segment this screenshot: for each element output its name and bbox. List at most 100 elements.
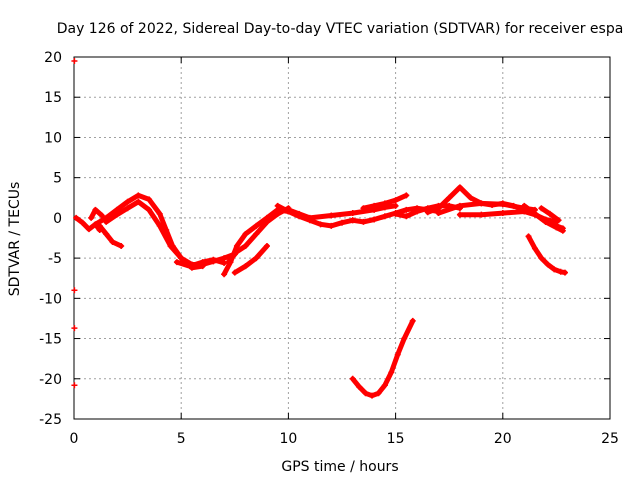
- data-point: [525, 233, 532, 240]
- data-point: [394, 351, 401, 358]
- y-tick-label: 0: [53, 211, 62, 227]
- data-point: [478, 200, 485, 207]
- data-point: [392, 202, 399, 209]
- data-point: [71, 58, 78, 65]
- data-point: [375, 390, 382, 397]
- x-tick-label: 25: [601, 431, 619, 447]
- data-point: [173, 259, 180, 266]
- series-arc-12: [360, 192, 410, 212]
- data-point: [92, 206, 99, 213]
- data-point: [435, 210, 442, 217]
- data-point: [253, 222, 260, 229]
- data-point: [403, 206, 410, 213]
- data-point: [263, 218, 270, 225]
- data-point: [392, 197, 399, 204]
- data-point: [424, 209, 431, 216]
- data-point: [544, 261, 551, 268]
- data-point: [559, 225, 566, 232]
- series-line: [526, 233, 568, 276]
- data-point: [542, 218, 549, 225]
- data-point: [369, 392, 376, 399]
- data-point: [388, 369, 395, 376]
- data-point: [414, 208, 421, 215]
- data-point: [456, 184, 463, 191]
- data-point: [135, 192, 142, 199]
- x-tick-label: 5: [177, 431, 186, 447]
- series-arc-19: [538, 205, 562, 224]
- data-point: [381, 200, 388, 207]
- data-point: [328, 212, 335, 219]
- data-point: [210, 256, 217, 263]
- series-arc-21: [349, 317, 416, 399]
- data-point: [156, 222, 163, 229]
- data-point: [233, 243, 240, 250]
- y-tick-labels: -25 -20 -15 -10 -5 0 5 10 15 20: [39, 50, 62, 428]
- data-point: [555, 217, 562, 224]
- data-point: [88, 214, 95, 221]
- data-point: [521, 208, 528, 215]
- series-arc-4: [92, 192, 238, 268]
- data-point: [371, 202, 378, 209]
- data-point: [73, 214, 80, 221]
- data-point: [263, 243, 270, 250]
- data-point: [317, 221, 324, 228]
- data-point: [231, 269, 238, 276]
- data-series: [71, 58, 568, 399]
- y-tick-label: -20: [39, 372, 62, 388]
- data-point: [467, 194, 474, 201]
- data-point: [242, 230, 249, 237]
- series-line: [350, 318, 416, 399]
- data-point: [135, 198, 142, 205]
- series-arc-3: [96, 222, 125, 250]
- x-tick-label: 0: [70, 431, 79, 447]
- data-point: [71, 287, 78, 294]
- data-point: [557, 268, 564, 275]
- data-point: [146, 196, 153, 203]
- data-point: [392, 210, 399, 217]
- data-point: [86, 226, 93, 233]
- data-point: [306, 214, 313, 221]
- data-point: [381, 382, 388, 389]
- data-point: [409, 317, 416, 324]
- data-point: [103, 218, 110, 225]
- data-point: [124, 205, 131, 212]
- y-axis-title: SDTVAR / TECUs: [7, 182, 23, 297]
- data-point: [79, 219, 86, 226]
- chart-title: Day 126 of 2022, Sidereal Day-to-day VTE…: [57, 21, 624, 37]
- y-tick-label: -25: [39, 412, 62, 428]
- data-point: [403, 213, 410, 220]
- data-point: [360, 205, 367, 212]
- data-point: [531, 245, 538, 252]
- data-point: [92, 221, 99, 228]
- data-point: [360, 218, 367, 225]
- series-line: [88, 207, 105, 221]
- data-point: [199, 259, 206, 266]
- series-edge-marks: [71, 58, 78, 389]
- data-point: [167, 243, 174, 250]
- data-point: [546, 210, 553, 217]
- data-point: [103, 230, 110, 237]
- y-tick-label: 15: [44, 90, 62, 106]
- data-point: [403, 192, 410, 199]
- y-tick-label: -10: [39, 291, 62, 307]
- data-point: [551, 266, 558, 273]
- data-point: [328, 222, 335, 229]
- data-point: [118, 243, 125, 250]
- data-point: [242, 263, 249, 270]
- x-tick-label: 20: [494, 431, 512, 447]
- grid-lines: [74, 57, 610, 419]
- data-point: [456, 211, 463, 218]
- series-arc-9: [231, 243, 270, 276]
- data-point: [339, 219, 345, 226]
- y-tick-label: 10: [44, 130, 62, 146]
- data-point: [371, 216, 378, 223]
- data-point: [531, 210, 538, 217]
- data-point: [124, 198, 131, 205]
- series-line: [221, 207, 302, 277]
- y-tick-label: 5: [53, 171, 62, 187]
- data-point: [71, 325, 78, 332]
- data-point: [446, 194, 453, 201]
- data-point: [274, 210, 281, 217]
- series-arc-6: [173, 256, 228, 270]
